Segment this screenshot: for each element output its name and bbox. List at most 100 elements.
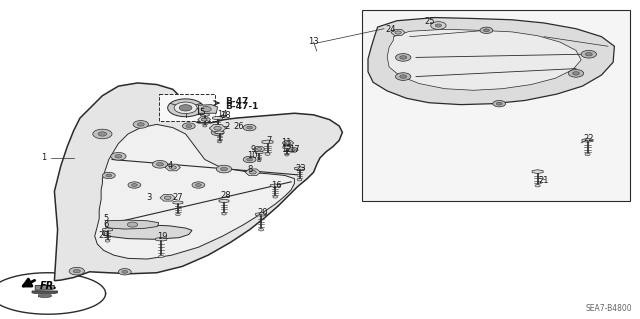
- Text: 23: 23: [296, 164, 306, 173]
- Circle shape: [105, 240, 110, 242]
- Polygon shape: [198, 105, 218, 113]
- Polygon shape: [283, 146, 291, 149]
- Circle shape: [431, 22, 446, 29]
- Polygon shape: [255, 212, 267, 216]
- Circle shape: [152, 160, 168, 168]
- Text: 4: 4: [168, 161, 173, 170]
- Polygon shape: [209, 125, 226, 132]
- Circle shape: [170, 166, 176, 169]
- Polygon shape: [173, 201, 183, 204]
- Text: 7: 7: [266, 136, 271, 145]
- Circle shape: [484, 29, 489, 32]
- Circle shape: [128, 182, 141, 188]
- Polygon shape: [391, 29, 405, 36]
- Circle shape: [400, 75, 406, 78]
- Circle shape: [186, 125, 192, 127]
- Polygon shape: [532, 170, 543, 174]
- Circle shape: [221, 213, 227, 215]
- Circle shape: [221, 167, 227, 171]
- Polygon shape: [294, 167, 305, 170]
- Text: 22: 22: [584, 134, 594, 143]
- Text: 20: 20: [257, 208, 268, 217]
- Text: 17: 17: [289, 145, 300, 154]
- Text: 11: 11: [282, 138, 292, 147]
- Polygon shape: [198, 117, 211, 122]
- Circle shape: [122, 271, 128, 273]
- Circle shape: [159, 255, 164, 258]
- Polygon shape: [219, 199, 229, 203]
- Text: 2: 2: [225, 122, 230, 130]
- Text: 29: 29: [99, 231, 109, 240]
- Circle shape: [182, 123, 195, 129]
- Circle shape: [216, 165, 232, 173]
- Circle shape: [247, 126, 253, 129]
- FancyArrowPatch shape: [23, 279, 35, 286]
- Circle shape: [585, 153, 590, 156]
- Text: 25: 25: [425, 17, 435, 26]
- Polygon shape: [582, 138, 593, 142]
- Circle shape: [74, 270, 80, 273]
- Circle shape: [214, 126, 221, 130]
- Circle shape: [93, 129, 112, 139]
- Text: B-47-1: B-47-1: [225, 102, 259, 111]
- Circle shape: [118, 269, 131, 275]
- Text: 21: 21: [539, 176, 549, 185]
- Text: 19: 19: [157, 232, 167, 241]
- Text: 13: 13: [308, 37, 319, 46]
- Polygon shape: [200, 113, 209, 116]
- Circle shape: [127, 222, 138, 227]
- Circle shape: [273, 196, 278, 198]
- Polygon shape: [387, 29, 581, 90]
- Circle shape: [243, 124, 256, 131]
- Text: 5: 5: [103, 214, 108, 223]
- Circle shape: [102, 172, 115, 179]
- Text: 3: 3: [147, 193, 152, 202]
- Circle shape: [203, 125, 207, 127]
- Text: 1: 1: [41, 153, 46, 162]
- Polygon shape: [165, 164, 180, 171]
- Circle shape: [201, 118, 207, 121]
- Circle shape: [106, 174, 112, 177]
- Circle shape: [285, 154, 289, 156]
- Circle shape: [174, 102, 197, 114]
- Polygon shape: [245, 169, 260, 175]
- Circle shape: [201, 107, 211, 112]
- Polygon shape: [156, 237, 167, 241]
- Circle shape: [291, 149, 296, 151]
- Polygon shape: [215, 131, 224, 134]
- Polygon shape: [35, 286, 54, 290]
- Text: 26: 26: [234, 122, 244, 130]
- Circle shape: [395, 31, 401, 34]
- Polygon shape: [38, 295, 51, 297]
- Circle shape: [400, 56, 406, 59]
- Text: 14: 14: [218, 110, 228, 119]
- Circle shape: [138, 123, 144, 126]
- Circle shape: [250, 171, 256, 174]
- Polygon shape: [106, 220, 159, 229]
- Polygon shape: [160, 195, 175, 201]
- Text: 24: 24: [386, 25, 396, 34]
- Polygon shape: [95, 124, 294, 259]
- Text: B-47: B-47: [225, 97, 249, 106]
- Text: 9: 9: [250, 145, 255, 154]
- Circle shape: [168, 99, 204, 117]
- Polygon shape: [102, 225, 192, 239]
- Circle shape: [132, 184, 138, 186]
- Circle shape: [581, 50, 596, 58]
- Circle shape: [215, 128, 220, 130]
- Text: 16: 16: [271, 181, 282, 189]
- Text: SEA7-B4800: SEA7-B4800: [586, 304, 632, 313]
- Circle shape: [497, 102, 502, 105]
- Polygon shape: [282, 140, 294, 145]
- Circle shape: [218, 141, 221, 143]
- Circle shape: [573, 72, 579, 75]
- Circle shape: [535, 184, 540, 187]
- Circle shape: [247, 158, 253, 161]
- FancyBboxPatch shape: [362, 10, 630, 201]
- Text: 6: 6: [103, 220, 108, 229]
- Text: 27: 27: [173, 193, 183, 202]
- Text: 8: 8: [247, 165, 252, 174]
- Circle shape: [493, 100, 506, 107]
- Circle shape: [196, 184, 201, 186]
- Circle shape: [69, 267, 84, 275]
